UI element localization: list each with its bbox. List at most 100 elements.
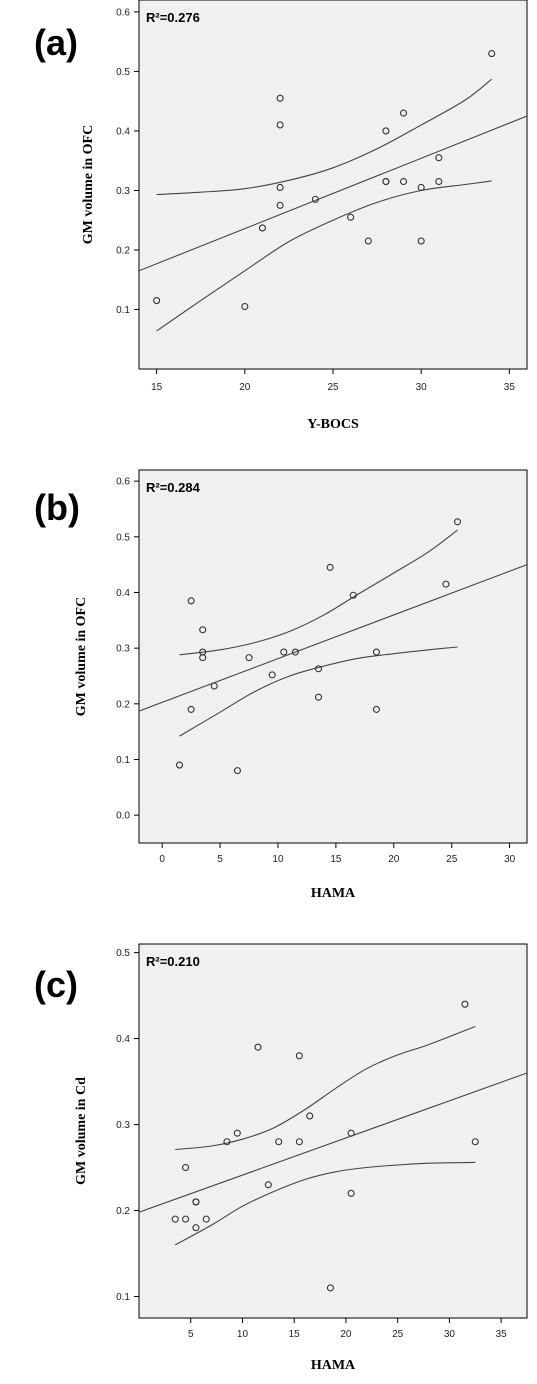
x-axis-title: Y-BOCS: [307, 417, 359, 432]
y-tick-label: 0.1: [116, 1292, 130, 1303]
y-tick-label: 0.1: [116, 755, 130, 766]
data-point: [223, 1138, 231, 1146]
confidence-band-lower: [156, 180, 492, 332]
data-point: [435, 177, 443, 186]
r-squared-annotation: R²=0.276: [146, 10, 200, 25]
x-tick-label: 10: [272, 854, 284, 865]
x-tick-label: 15: [330, 854, 342, 865]
data-point: [275, 1138, 283, 1146]
y-tick-label: 0.2: [116, 699, 130, 710]
data-point: [471, 1138, 479, 1146]
data-point: [488, 50, 496, 58]
y-tick-label: 0.3: [116, 1120, 130, 1131]
x-tick-label: 25: [327, 382, 339, 393]
confidence-band-lower: [179, 646, 458, 737]
data-point: [175, 761, 184, 769]
y-tick-label: 0.2: [116, 1206, 130, 1217]
data-point: [199, 626, 207, 634]
data-point: [192, 1224, 200, 1232]
confidence-band-lower: [174, 1161, 476, 1246]
x-tick-label: 0: [159, 854, 165, 865]
data-point: [314, 665, 323, 673]
panel-label: (a): [34, 22, 78, 63]
confidence-band-upper: [156, 78, 493, 196]
data-point: [295, 1138, 303, 1146]
chart-panel-1: (a) R²=0.276 0.1 0.2 0.3 0.4 0.5 0.6 15 20 25 30 35 Y…: [34, 0, 528, 432]
data-point: [182, 1215, 190, 1223]
data-point: [399, 177, 408, 186]
y-tick-label: 0.6: [116, 477, 130, 488]
y-tick-label: 0.5: [116, 67, 130, 78]
y-tick-label: 0.5: [116, 948, 130, 959]
y-tick-label: 0.3: [116, 644, 130, 655]
data-point: [399, 109, 408, 117]
data-point: [306, 1112, 314, 1120]
regression-line: [139, 1072, 527, 1213]
x-tick-label: 20: [340, 1329, 352, 1340]
y-axis-title: GM volume in OFC: [81, 125, 96, 244]
r-squared-annotation: R²=0.210: [146, 954, 200, 969]
data-point: [280, 648, 288, 656]
x-tick-label: 30: [444, 1329, 456, 1340]
data-point: [241, 302, 249, 311]
panel-label: (c): [34, 964, 78, 1005]
panel-label: (b): [34, 487, 80, 528]
chart-panel-3: (c) R²=0.210 0.1 0.2 0.3 0.4 0.5 5 10 15 20 25 30 35 H…: [34, 943, 528, 1373]
plot-area: [138, 943, 528, 1319]
data-point: [245, 654, 253, 662]
data-point: [254, 1043, 262, 1051]
y-tick-label: 0.3: [116, 186, 130, 197]
x-tick-label: 25: [446, 854, 458, 865]
x-axis-title: HAMA: [311, 1358, 356, 1373]
y-axis-title: GM volume in OFC: [74, 597, 89, 716]
x-tick-label: 30: [416, 382, 428, 393]
y-axis-title: GM volume in Cd: [74, 1077, 89, 1185]
x-tick-label: 15: [151, 382, 163, 393]
plot-area: [138, 469, 528, 844]
data-point: [435, 154, 443, 162]
data-point: [233, 767, 241, 775]
data-point: [295, 1052, 303, 1060]
data-point: [372, 705, 380, 713]
data-point: [202, 1215, 210, 1223]
x-tick-label: 30: [504, 854, 516, 865]
data-point: [347, 1189, 355, 1197]
y-tick-label: 0.2: [116, 245, 130, 256]
data-point: [442, 580, 450, 588]
data-point: [276, 121, 284, 129]
x-axis-title: HAMA: [311, 886, 356, 901]
data-point: [153, 297, 161, 305]
data-point: [314, 693, 323, 701]
data-point: [276, 94, 284, 102]
data-point: [311, 195, 319, 203]
x-tick-label: 20: [239, 382, 251, 393]
y-tick-label: 0.5: [116, 532, 130, 543]
data-point: [268, 671, 276, 679]
x-tick-label: 35: [504, 382, 516, 393]
confidence-band-upper: [179, 529, 458, 656]
data-point: [382, 127, 390, 135]
y-tick-label: 0.4: [116, 1034, 130, 1045]
data-point: [187, 597, 195, 605]
data-point: [276, 183, 284, 192]
x-tick-label: 5: [188, 1329, 194, 1340]
y-tick-label: 0.1: [116, 305, 130, 316]
data-point: [233, 1129, 241, 1137]
x-tick-label: 5: [217, 854, 223, 865]
data-point: [171, 1215, 179, 1223]
x-tick-label: 20: [388, 854, 400, 865]
data-point: [382, 177, 390, 186]
x-tick-label: 35: [496, 1329, 508, 1340]
chart-panel-2: (b) R²=0.284 0.0 0.1 0.2 0.3 0.4 0.5 0.6 0 5 10 15 20…: [34, 469, 528, 901]
data-point: [461, 1000, 469, 1008]
y-tick-label: 0.6: [116, 7, 130, 18]
data-point: [276, 201, 284, 209]
confidence-band-upper: [175, 1025, 476, 1151]
data-point: [364, 237, 372, 245]
data-point: [347, 1129, 355, 1137]
data-point: [417, 237, 425, 245]
x-tick-label: 10: [237, 1329, 249, 1340]
data-point: [372, 648, 380, 656]
data-point: [347, 213, 355, 221]
